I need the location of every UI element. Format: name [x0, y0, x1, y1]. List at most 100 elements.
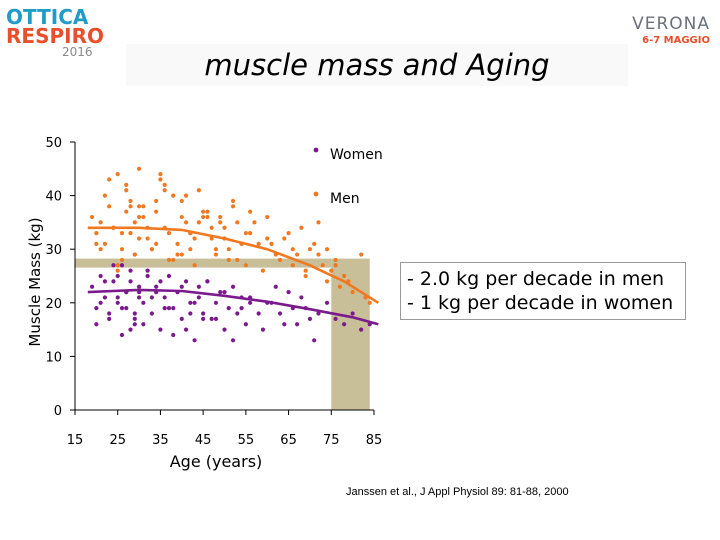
men-data-point [286, 231, 291, 236]
men-data-point [136, 214, 142, 220]
men-data-point [171, 193, 176, 198]
men-data-point [98, 220, 103, 225]
men-data-point [243, 263, 248, 268]
women-data-point [94, 306, 99, 311]
women-data-point [183, 327, 189, 332]
women-data-point [248, 300, 253, 305]
y-axis-label: Muscle Mass (kg) [26, 217, 44, 346]
women-data-point [196, 295, 201, 300]
men-data-point [192, 263, 197, 268]
men-data-point [303, 273, 308, 279]
women-data-point [171, 332, 176, 338]
x-tick-label: 15 [67, 433, 84, 448]
women-data-point [299, 295, 304, 300]
y-tick-label: 50 [45, 136, 62, 151]
women-data-point [295, 322, 300, 327]
women-data-point [136, 295, 142, 300]
men-data-point [136, 204, 142, 209]
men-data-point [213, 252, 219, 257]
women-data-point [124, 306, 129, 311]
women-data-point [239, 306, 244, 311]
women-data-point [286, 289, 291, 295]
women-data-point [149, 311, 154, 316]
men-data-point [329, 268, 334, 273]
men-data-point [235, 220, 240, 225]
men-data-point [359, 252, 364, 257]
men-data-point [132, 252, 137, 257]
men-data-point [312, 241, 317, 246]
venue-logo: VERONA 6-7 MAGGIO [632, 14, 710, 46]
women-data-point [226, 306, 231, 311]
men-data-point [277, 257, 283, 263]
women-data-point [119, 332, 125, 338]
women-data-point [132, 311, 137, 316]
x-tick-label: 25 [109, 433, 126, 448]
women-data-point [154, 284, 159, 289]
women-data-point [171, 306, 176, 311]
men-data-point [183, 193, 189, 198]
women-data-point [98, 300, 103, 305]
women-data-point [162, 295, 167, 300]
men-data-point [265, 236, 270, 241]
men-data-point [128, 231, 133, 236]
women-data-point [141, 322, 146, 327]
citation: Janssen et al., J Appl Physiol 89: 81-88… [346, 486, 569, 498]
women-data-point [230, 284, 236, 289]
annotation-women: - 1 kg per decade in women [407, 292, 674, 314]
men-data-point [141, 204, 146, 209]
women-data-point [115, 295, 120, 300]
men-data-point [248, 231, 253, 236]
men-data-point [248, 209, 253, 214]
women-data-point [316, 311, 321, 316]
men-data-point [201, 214, 206, 220]
x-tick-label: 75 [323, 433, 340, 448]
women-data-point [192, 338, 197, 343]
women-data-point [222, 327, 227, 332]
women-data-point [98, 273, 103, 279]
men-data-point [145, 236, 150, 241]
men-data-point [265, 214, 270, 220]
men-data-point [307, 247, 313, 252]
women-data-point [277, 311, 283, 316]
women-data-point [136, 284, 142, 289]
men-data-point [209, 225, 214, 230]
men-data-point [316, 220, 321, 225]
women-data-point [243, 322, 248, 327]
x-axis-label: Age (years) [170, 452, 263, 471]
men-data-point [192, 236, 197, 241]
men-data-point [128, 198, 133, 204]
women-data-point [282, 322, 287, 327]
y-tick-label: 10 [45, 350, 62, 365]
women-data-point [132, 316, 137, 321]
men-data-point [115, 172, 120, 177]
women-data-point [205, 279, 210, 284]
men-data-point [124, 188, 129, 193]
women-data-point [183, 279, 189, 284]
women-data-point [192, 300, 197, 305]
women-data-point [333, 316, 338, 321]
women-data-point [141, 300, 146, 305]
men-data-point [89, 214, 95, 220]
women-data-point [102, 279, 107, 284]
men-data-point [94, 231, 99, 236]
men-data-point [98, 247, 103, 252]
women-data-point [107, 316, 112, 321]
logo-line-ottica: OTTICA [6, 5, 89, 29]
men-data-point [149, 247, 154, 252]
women-data-point [201, 316, 206, 321]
venue-city: VERONA [632, 14, 710, 34]
men-data-point [154, 198, 159, 204]
men-data-point [175, 252, 180, 257]
men-data-point [154, 241, 159, 246]
x-tick-label: 35 [152, 433, 169, 448]
men-data-point [94, 241, 99, 246]
women-data-point [188, 300, 193, 305]
women-data-point [158, 327, 163, 332]
men-data-point [235, 257, 240, 263]
women-data-point [111, 279, 116, 284]
women-data-point [102, 295, 107, 300]
women-data-point [166, 273, 172, 279]
women-data-point [324, 300, 330, 305]
women-data-point [115, 273, 120, 279]
